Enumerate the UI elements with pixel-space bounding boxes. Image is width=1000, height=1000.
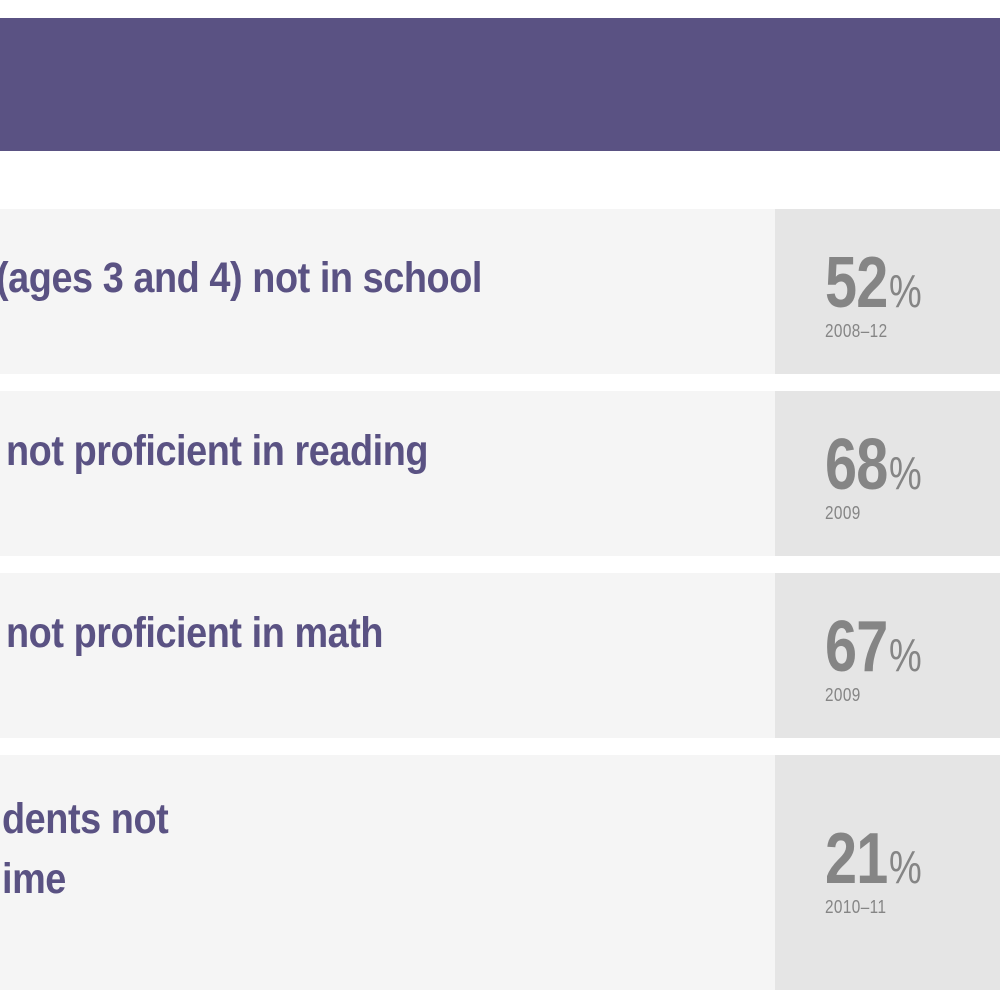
stat-row-math: not proficient in math 67% 2009 <box>0 573 1000 738</box>
stat-value: 21% 2010–11 <box>825 823 930 917</box>
stat-label-line: not proficient in reading <box>6 427 429 475</box>
stat-row-on-time: dents not ime 21% 2010–11 <box>0 755 1000 990</box>
stat-value: 67% 2009 <box>825 611 930 705</box>
stat-label-line: ime <box>2 855 66 903</box>
stat-label-cell: not proficient in math <box>0 573 775 738</box>
stat-value-percent: % <box>889 629 922 681</box>
stat-value-percent: % <box>889 265 922 317</box>
stat-value-year: 2009 <box>825 685 861 705</box>
stat-value-cell: 52% 2008–12 <box>775 209 1000 374</box>
stat-value-number: 21 <box>825 819 888 899</box>
stat-value: 68% 2009 <box>825 429 930 523</box>
stat-value-cell: 21% 2010–11 <box>775 755 1000 990</box>
stat-row-preschool: (ages 3 and 4) not in school 52% 2008–12 <box>0 209 1000 374</box>
stat-value-cell: 68% 2009 <box>775 391 1000 556</box>
stat-row-reading: not proficient in reading 68% 2009 <box>0 391 1000 556</box>
stat-label-line: (ages 3 and 4) not in school <box>0 254 482 302</box>
stat-value-cell: 67% 2009 <box>775 573 1000 738</box>
stat-label: not proficient in reading <box>6 421 428 481</box>
stat-value-percent: % <box>889 841 922 893</box>
stat-label-cell: not proficient in reading <box>0 391 775 556</box>
stat-label-cell: dents not ime <box>0 755 775 990</box>
stat-label-line: dents not <box>2 795 169 843</box>
stat-label: dents not ime <box>2 789 169 909</box>
stat-value: 52% 2008–12 <box>825 247 930 341</box>
stat-label: (ages 3 and 4) not in school <box>0 248 482 308</box>
stat-value-year: 2008–12 <box>825 321 888 341</box>
stat-value-percent: % <box>889 447 922 499</box>
stat-value-year: 2010–11 <box>825 897 887 917</box>
stat-label-cell: (ages 3 and 4) not in school <box>0 209 775 374</box>
stat-value-number: 52 <box>825 243 888 323</box>
stat-value-year: 2009 <box>825 503 861 523</box>
header-bar <box>0 18 1000 151</box>
stat-label-line: not proficient in math <box>6 609 384 657</box>
stat-value-number: 68 <box>825 425 888 505</box>
stat-value-number: 67 <box>825 607 888 687</box>
stat-label: not proficient in math <box>6 603 384 663</box>
